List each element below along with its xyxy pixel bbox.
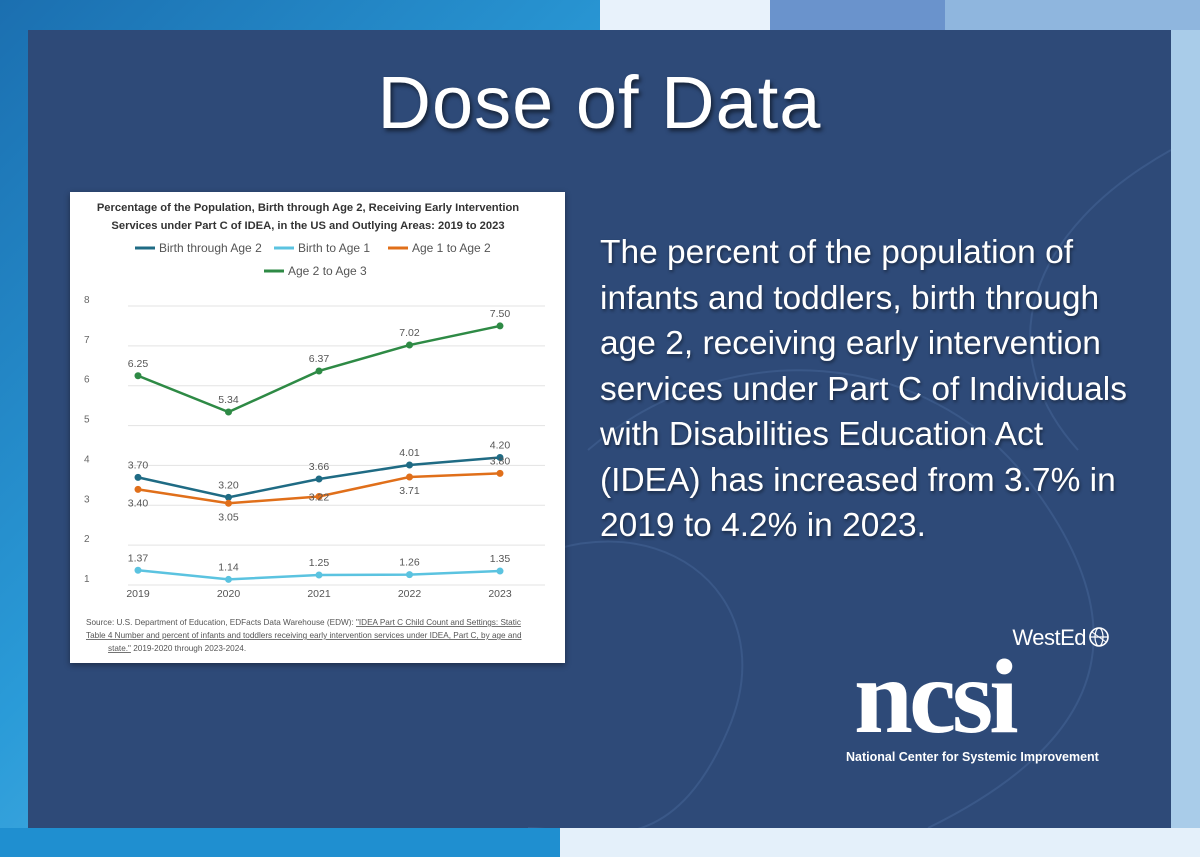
data-point <box>496 453 504 461</box>
y-axis-ticks: 1 2 3 4 5 6 7 8 <box>84 295 90 585</box>
x-tick-label: 2019 <box>126 588 150 600</box>
summary-text: The percent of the population of infants… <box>600 234 1127 544</box>
data-point <box>315 367 323 375</box>
series-group: 6.25 5.34 6.37 7.02 7.50 <box>128 308 511 416</box>
chart-source-line3: state." 2019-2020 through 2023-2024. <box>108 644 246 653</box>
data-label: 3.66 <box>309 461 330 473</box>
source-link-line2[interactable]: Table 4 Number and percent of infants an… <box>86 631 522 640</box>
y-tick-label: 5 <box>84 415 90 426</box>
page-title: Dose of Data <box>377 61 822 144</box>
data-label: 3.05 <box>218 511 239 523</box>
data-point <box>496 469 504 477</box>
main-panel: Dose of Data Percentage of the Populatio… <box>28 30 1171 828</box>
background-shape <box>560 828 1200 857</box>
series-group: 1.37 1.14 1.25 1.26 1.35 <box>128 552 511 583</box>
y-tick-label: 8 <box>84 295 90 306</box>
legend-label: Age 2 to Age 3 <box>288 264 367 278</box>
series-group: 3.70 3.20 3.66 4.01 4.20 <box>128 439 511 501</box>
data-point <box>406 341 413 349</box>
data-label: 1.14 <box>218 561 239 573</box>
legend-label: Age 1 to Age 2 <box>412 241 491 255</box>
y-tick-label: 7 <box>84 335 90 346</box>
wested-logo: WestEd <box>1012 625 1110 651</box>
ncsi-logo: ncsi <box>854 638 1019 755</box>
chart-grid <box>128 305 545 586</box>
background-shape <box>0 828 560 857</box>
data-point <box>406 473 413 481</box>
data-point <box>225 499 232 507</box>
x-tick-label: 2023 <box>488 588 512 600</box>
data-label: 7.02 <box>399 327 420 339</box>
background-shape <box>1171 30 1200 830</box>
data-label: 1.37 <box>128 552 149 564</box>
data-point <box>134 473 142 481</box>
y-tick-label: 4 <box>84 454 90 465</box>
decorative-swirl <box>507 149 1171 828</box>
x-axis-ticks: 2019 2020 2021 2022 2023 <box>126 588 512 600</box>
data-point <box>315 493 323 501</box>
legend-label: Birth to Age 1 <box>298 241 370 255</box>
y-tick-label: 1 <box>84 574 90 585</box>
background-shape <box>945 0 1200 30</box>
data-point <box>225 575 232 583</box>
ncsi-full-name: National Center for Systemic Improvement <box>846 750 1099 764</box>
background-shape <box>600 0 780 30</box>
data-point <box>225 408 232 416</box>
data-label: 3.40 <box>128 497 149 509</box>
data-label: 4.01 <box>399 447 420 459</box>
data-label: 5.34 <box>218 394 239 406</box>
source-link[interactable]: "IDEA Part C Child Count and Settings: S… <box>356 618 521 627</box>
chart-series: 3.70 3.20 3.66 4.01 4.20 1.37 1.14 1.25 1.26 1.35… <box>128 308 511 583</box>
logo-block: WestEd ncsi National Center for Systemic… <box>838 625 1138 775</box>
data-label: 1.25 <box>309 557 330 569</box>
data-label: 3.80 <box>490 455 511 467</box>
data-point <box>134 485 142 493</box>
data-point <box>315 571 323 579</box>
data-point <box>134 566 142 574</box>
data-label: 6.25 <box>128 358 149 370</box>
data-label: 3.22 <box>309 492 330 504</box>
chart-source-line1: Source: U.S. Department of Education, ED… <box>86 618 521 627</box>
data-point <box>496 322 504 330</box>
data-label: 6.37 <box>309 353 330 365</box>
background-shape <box>770 0 950 30</box>
data-point <box>496 567 504 575</box>
data-label: 4.20 <box>490 439 511 451</box>
chart-title-line1: Percentage of the Population, Birth thro… <box>97 202 519 214</box>
globe-icon <box>1089 627 1109 647</box>
chart-legend: Birth through Age 2 Birth to Age 1 Age 1 t… <box>135 241 491 278</box>
data-point <box>315 475 323 483</box>
source-link-line3[interactable]: state." <box>108 644 131 653</box>
y-tick-label: 3 <box>84 494 90 505</box>
chart-card: Percentage of the Population, Birth thro… <box>70 192 565 663</box>
chart-title-line2: Services under Part C of IDEA, in the US… <box>111 220 504 232</box>
legend-label: Birth through Age 2 <box>159 241 262 255</box>
data-label: 3.71 <box>399 485 420 497</box>
y-tick-label: 2 <box>84 534 90 545</box>
data-point <box>134 372 142 380</box>
x-tick-label: 2022 <box>398 588 422 600</box>
data-label: 1.26 <box>399 557 420 569</box>
data-label: 7.50 <box>490 308 511 320</box>
x-tick-label: 2020 <box>217 588 241 600</box>
data-label: 3.20 <box>218 479 239 491</box>
wested-logo-text: WestEd <box>1012 625 1086 650</box>
data-point <box>406 571 413 579</box>
x-tick-label: 2021 <box>307 588 331 600</box>
y-tick-label: 6 <box>84 375 90 386</box>
series-group: 3.40 3.05 3.22 3.71 3.80 <box>128 455 511 523</box>
data-label: 1.35 <box>490 553 511 565</box>
line-chart: Percentage of the Population, Birth thro… <box>84 202 545 653</box>
data-point <box>225 493 232 501</box>
data-point <box>406 461 413 469</box>
data-label: 3.70 <box>128 459 149 471</box>
